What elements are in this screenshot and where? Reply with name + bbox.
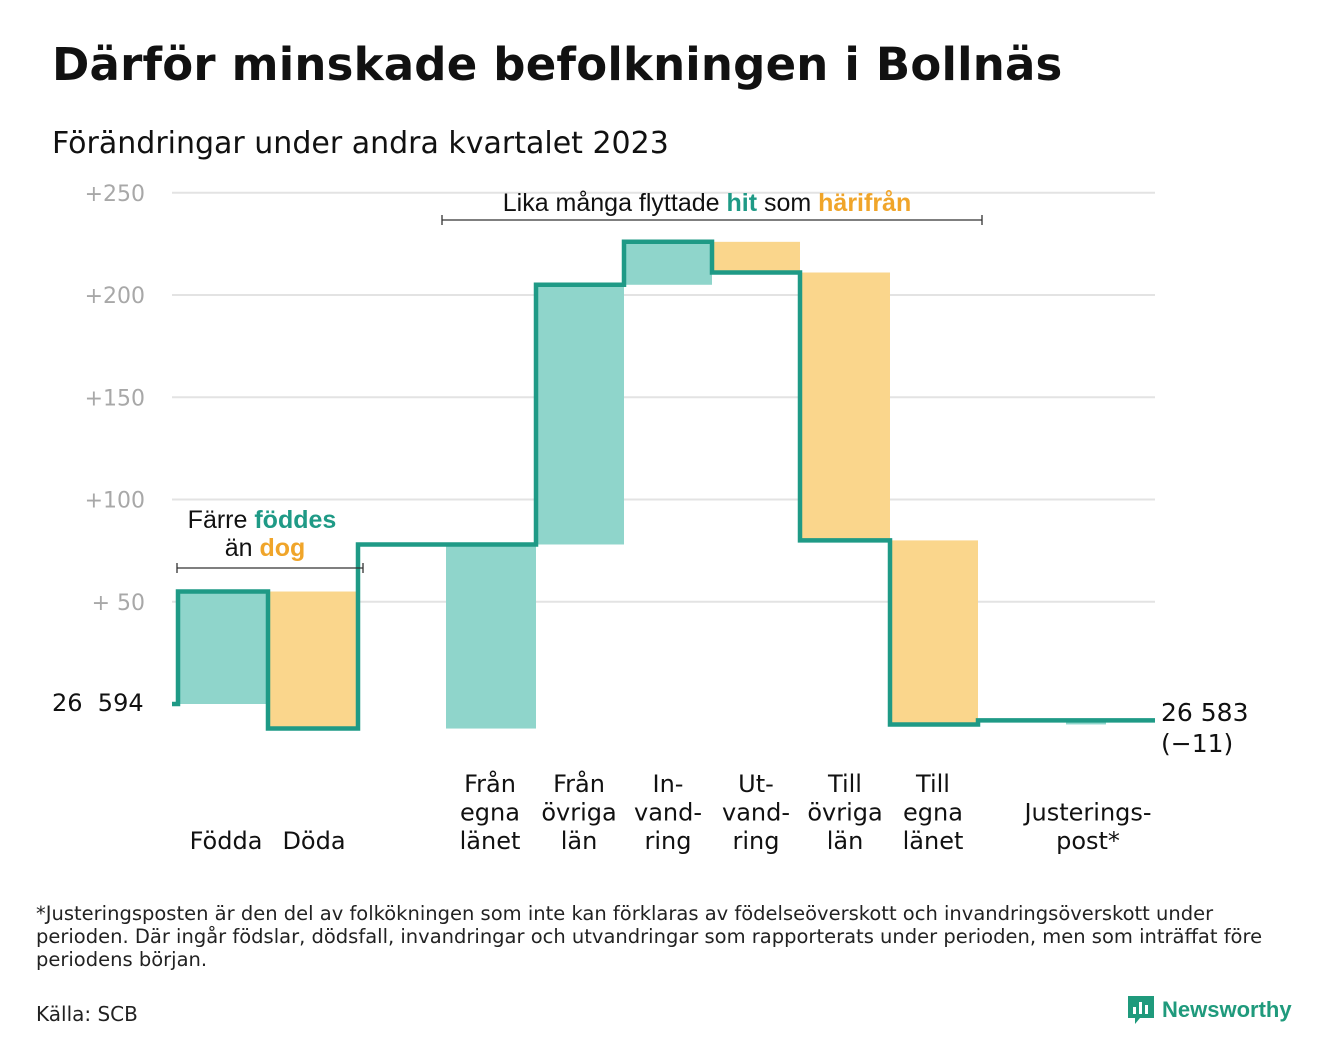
bars — [178, 241, 1106, 729]
x-category-label: Justerings- — [1022, 799, 1151, 827]
footnote: *Justeringsposten är den del av folkökni… — [36, 902, 1263, 971]
moves-annotation-bracket — [441, 215, 983, 225]
x-category-label: egna — [460, 799, 520, 827]
moved-here-highlight: hit — [726, 189, 757, 217]
y-tick-label: +250 — [85, 182, 145, 207]
deaths-highlight: dog — [259, 534, 305, 562]
y-tick-label: +100 — [85, 489, 145, 514]
moves-annotation-text-2: som — [757, 189, 818, 217]
moved-away-highlight: härifrån — [818, 189, 911, 217]
moves-annotation: Lika många flyttade hit som härifrån — [441, 189, 983, 225]
bar-outflow — [890, 540, 978, 725]
x-category-label: län — [827, 827, 864, 855]
x-category-label: Döda — [282, 827, 345, 855]
svg-text:Lika många flyttade hit som hä: Lika många flyttade hit som härifrån — [503, 189, 912, 217]
x-category-label: Från — [464, 769, 516, 798]
svg-text:än dog: än dog — [225, 534, 306, 562]
brand-logo: Newsworthy — [1128, 996, 1292, 1024]
x-category-label: Födda — [190, 827, 263, 855]
births-annotation-text-2: än — [225, 534, 260, 562]
waterfall-chart: +250 +200 +150 +100 + 50 26 594 26 583 (−11)… — [52, 182, 1248, 855]
x-category-label: övriga — [807, 799, 882, 827]
bar-outflow — [270, 591, 358, 729]
y-tick-label: +150 — [85, 386, 145, 411]
births-annotation: Färre föddes än dog — [176, 506, 364, 573]
bar-inflow — [178, 591, 268, 704]
bar-inflow — [534, 284, 624, 545]
x-category-label: ring — [645, 827, 692, 855]
x-category-label: län — [561, 827, 598, 855]
bar-outflow — [800, 272, 890, 541]
x-category-label: Till — [827, 770, 862, 798]
x-category-label: Till — [915, 770, 950, 798]
y-tick-label: + 50 — [92, 591, 145, 616]
x-category-label: övriga — [541, 799, 616, 827]
x-category-label: In- — [653, 770, 684, 798]
bar-outflow — [712, 241, 800, 273]
moves-annotation-text-1: Lika många flyttade — [503, 189, 727, 217]
svg-text:Färre föddes: Färre föddes — [188, 506, 337, 534]
x-category-label: Från — [553, 769, 605, 798]
x-category-label: post* — [1056, 827, 1120, 855]
y-axis-ticks: +250 +200 +150 +100 + 50 — [85, 182, 145, 616]
start-value-label: 26 594 — [52, 689, 144, 717]
bar-chart-icon — [1128, 996, 1154, 1024]
births-annotation-text-1: Färre — [188, 506, 255, 534]
bar-inflow — [446, 544, 536, 729]
bar-inflow — [624, 241, 712, 285]
births-highlight: föddes — [254, 506, 336, 534]
x-category-label: vand- — [722, 799, 790, 827]
x-category-label: vand- — [634, 799, 702, 827]
chart-title: Därför minskade befolkningen i Bollnäs — [52, 38, 1063, 91]
x-category-label: Ut- — [738, 770, 774, 798]
x-category-label: länet — [460, 827, 521, 855]
y-tick-label: +200 — [85, 284, 145, 309]
chart-subtitle: Förändringar under andra kvartalet 2023 — [52, 126, 669, 161]
end-change-label: (−11) — [1161, 729, 1233, 758]
births-annotation-bracket — [176, 563, 364, 573]
x-axis-labels: Födda DödaFrånegnalänetFrånövrigalänIn-va… — [190, 769, 1152, 855]
running-total-line — [172, 239, 1155, 731]
end-value-label: 26 583 — [1161, 698, 1248, 727]
brand-name: Newsworthy — [1162, 997, 1292, 1022]
x-category-label: ring — [733, 827, 780, 855]
x-category-label: länet — [903, 827, 964, 855]
source-label: Källa: SCB — [36, 1002, 138, 1026]
x-category-label: egna — [903, 799, 963, 827]
